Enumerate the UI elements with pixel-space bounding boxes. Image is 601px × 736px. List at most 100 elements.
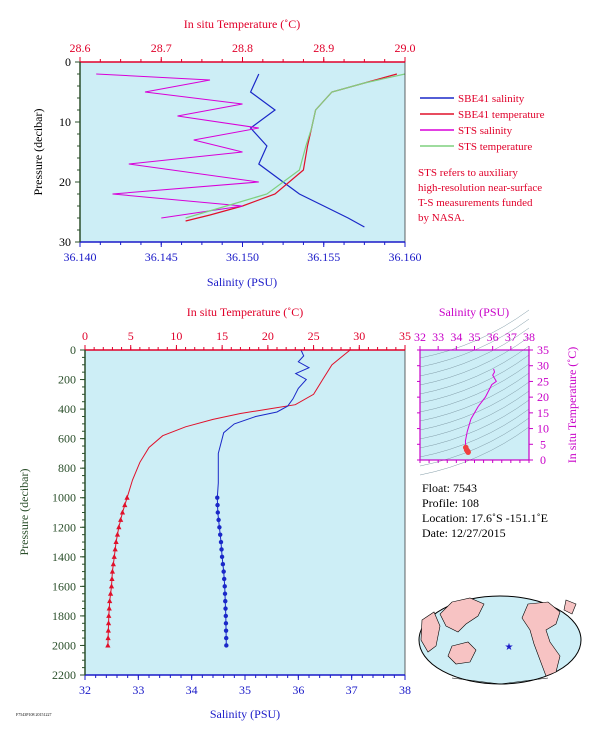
- main-temperature-marker: [113, 539, 119, 545]
- legend-label-sbe41-salinity: SBE41 salinity: [458, 93, 525, 105]
- top-sal-tick-label: 36.155: [307, 250, 340, 264]
- legend-label-sts-salinity: STS salinity: [458, 125, 513, 137]
- main-salinity-marker: [224, 635, 229, 641]
- main-temperature-marker: [108, 590, 114, 596]
- main-temperature-marker: [109, 568, 116, 574]
- main-sal-tick-label: 32: [79, 683, 91, 697]
- map-land-antarctica: [451, 677, 549, 685]
- main-sal-tick-label: 35: [239, 683, 251, 697]
- top-sal-axis-title: Salinity (PSU): [207, 275, 277, 289]
- world-map: ★: [418, 595, 582, 685]
- main-salinity-marker: [224, 643, 229, 648]
- sts-note-line-1: STS refers to auxiliary: [418, 167, 518, 179]
- top-series-sts-temperature: [185, 73, 406, 219]
- top-temp-tick-label: 29.0: [395, 41, 416, 55]
- main-salinity-marker: [219, 554, 225, 560]
- main-temperature-marker: [112, 546, 118, 552]
- top-series-sbe41-salinity: [249, 73, 365, 228]
- footer-code: F7543P108 20151227: [16, 712, 51, 717]
- ts-sal-tick-label: 32: [414, 330, 426, 344]
- main-salinity-marker: [223, 621, 229, 626]
- main-temperature-marker: [124, 494, 130, 500]
- ts-sal-tick-label: 34: [450, 330, 462, 344]
- main-chart: 0 5 10 15 20 25 30 35 32 33 34 35 36 37 38 0 200 400 600 80…: [17, 305, 411, 721]
- top-pres-tick-label: 10: [59, 115, 71, 129]
- main-temperature-line: [107, 349, 351, 646]
- top-temp-axis-title: In situ Temperature (˚C): [184, 17, 301, 31]
- main-temperature-marker: [111, 553, 117, 559]
- main-pres-tick-label: 2000: [52, 638, 76, 652]
- main-salinity-marker: [215, 502, 220, 508]
- main-salinity-marker: [223, 613, 228, 619]
- main-pres-tick-label: 1400: [52, 550, 76, 564]
- main-pres-tick-label: 200: [58, 373, 76, 387]
- main-series-group: [105, 349, 351, 648]
- ts-density-contour: [419, 426, 530, 476]
- ts-density-contour: [419, 408, 530, 458]
- ts-density-contour: [419, 381, 530, 431]
- main-temp-tick-label: 20: [262, 329, 274, 343]
- legend-label-sts-temperature: STS temperature: [458, 141, 532, 153]
- map-land-asia: [439, 597, 485, 633]
- main-temperature-marker: [107, 598, 113, 604]
- top-legend: SBE41 salinity SBE41 temperature STS sal…: [420, 93, 545, 153]
- ts-density-contour: [419, 336, 530, 386]
- ts-sal-tick-label: 36: [487, 330, 499, 344]
- ts-density-contour: [419, 372, 530, 422]
- main-plot-area: [85, 350, 405, 675]
- map-land-americas: [521, 601, 561, 677]
- ts-density-contour: [419, 399, 530, 449]
- ts-density-contour: [419, 417, 530, 467]
- ts-temp-tick-label: 10: [537, 422, 549, 436]
- ts-density-contour: [419, 363, 530, 413]
- main-salinity-marker: [221, 569, 226, 574]
- main-temperature-marker: [118, 516, 124, 522]
- main-temperature-marker: [114, 531, 121, 537]
- main-salinity-marker: [217, 525, 222, 530]
- top-sal-tick-label: 36.145: [145, 250, 178, 264]
- main-temperature-marker: [109, 575, 115, 581]
- main-temp-tick-label: 30: [353, 329, 365, 343]
- ts-sal-tick-label: 38: [523, 330, 535, 344]
- main-pres-tick-label: 400: [58, 402, 76, 416]
- top-sal-tick-label: 36.140: [64, 250, 97, 264]
- info-profile: Profile: 108: [422, 496, 479, 510]
- main-pres-tick-label: 1000: [52, 491, 76, 505]
- main-temperature-marker: [108, 583, 115, 589]
- sts-note-line-3: T-S measurements funded: [418, 197, 533, 209]
- top-chart: 28.6 28.7 28.8 28.9 29.0 36.140 36.145 36.150 36…: [31, 17, 545, 289]
- info-float: Float: 7543: [422, 481, 477, 495]
- main-pres-tick-label: 1200: [52, 520, 76, 534]
- main-temp-tick-label: 35: [399, 329, 411, 343]
- legend-label-sbe41-temperature: SBE41 temperature: [458, 109, 545, 121]
- main-pres-tick-label: 800: [58, 461, 76, 475]
- main-temperature-marker: [119, 509, 126, 515]
- main-temperature-marker: [106, 605, 112, 611]
- main-salinity-marker: [223, 606, 228, 611]
- top-series-group: [96, 73, 406, 228]
- sts-note-line-4: by NASA.: [418, 212, 465, 224]
- main-temperature-marker: [116, 524, 122, 530]
- main-sal-axis-title: Salinity (PSU): [210, 707, 280, 721]
- ts-plot-area: [420, 350, 529, 460]
- ts-sal-axis-title: Salinity (PSU): [439, 305, 509, 319]
- top-temp-tick-label: 28.6: [70, 41, 91, 55]
- top-pres-tick-label: 0: [65, 55, 71, 69]
- ts-series-group: [462, 368, 497, 455]
- top-pres-tick-label: 20: [59, 175, 71, 189]
- main-temperature-marker: [106, 612, 112, 618]
- main-salinity-line: [216, 349, 311, 646]
- top-series-sts-salinity: [96, 73, 259, 219]
- sts-note-line-2: high-resolution near-surface: [418, 182, 542, 194]
- main-salinity-marker: [216, 517, 221, 523]
- main-sal-tick-label: 36: [292, 683, 304, 697]
- main-sal-tick-label: 38: [399, 683, 411, 697]
- ts-density-contour: [419, 390, 530, 440]
- ts-temp-tick-label: 35: [537, 343, 549, 357]
- top-temp-tick-label: 28.9: [313, 41, 334, 55]
- main-pres-axis-title: Pressure (decibar): [17, 469, 31, 556]
- ts-sal-tick-label: 37: [505, 330, 517, 344]
- main-sal-tick-label: 37: [346, 683, 358, 697]
- ts-temp-tick-label: 5: [540, 437, 546, 451]
